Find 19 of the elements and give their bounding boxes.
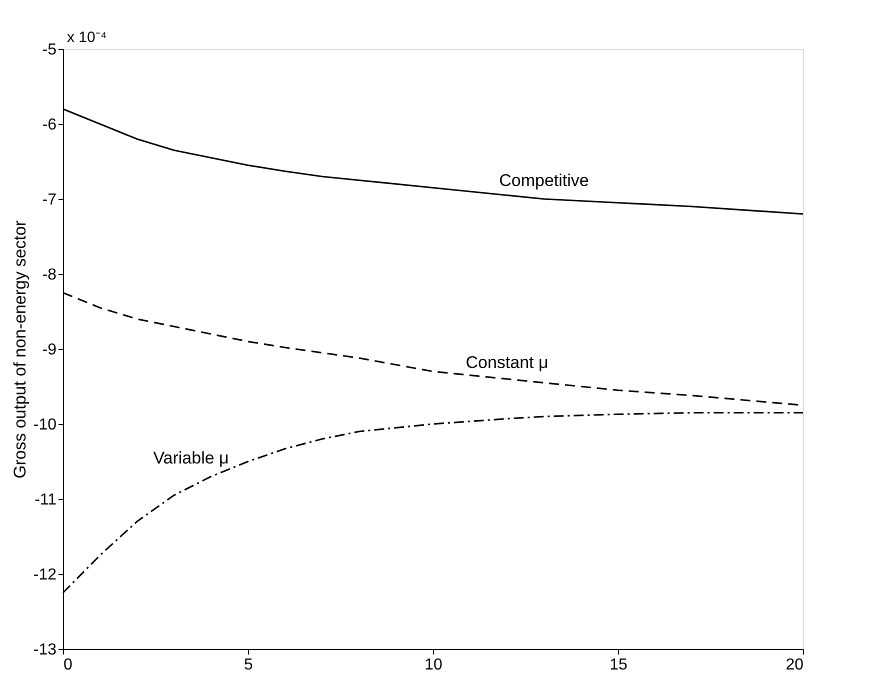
series-label: Constant μ	[466, 353, 548, 372]
x-tick-label: 15	[610, 656, 628, 674]
y-tick-label: -12	[33, 566, 57, 584]
y-tick-label: -11	[34, 492, 57, 508]
series-label: Variable μ	[153, 448, 229, 468]
y-tick-label: -6	[42, 116, 57, 134]
x-tick-label: 20	[786, 656, 804, 674]
x-tick-label: 5	[244, 656, 254, 674]
y-tick-label: -13	[33, 642, 57, 658]
y-tick-label: -8	[42, 266, 57, 284]
y-tick-label: -5	[42, 42, 57, 58]
text: x 10⁻⁴	[67, 29, 107, 46]
y-tick-label: -10	[33, 416, 57, 434]
x-tick-label: 0	[64, 656, 72, 674]
x-tick-label: 10	[424, 656, 442, 674]
y-tick-label: -9	[42, 342, 57, 358]
series-label: Competitive	[499, 171, 589, 190]
y-axis-title: Gross output of non-energy sector	[10, 220, 30, 478]
y-tick-label: -7	[42, 192, 57, 208]
